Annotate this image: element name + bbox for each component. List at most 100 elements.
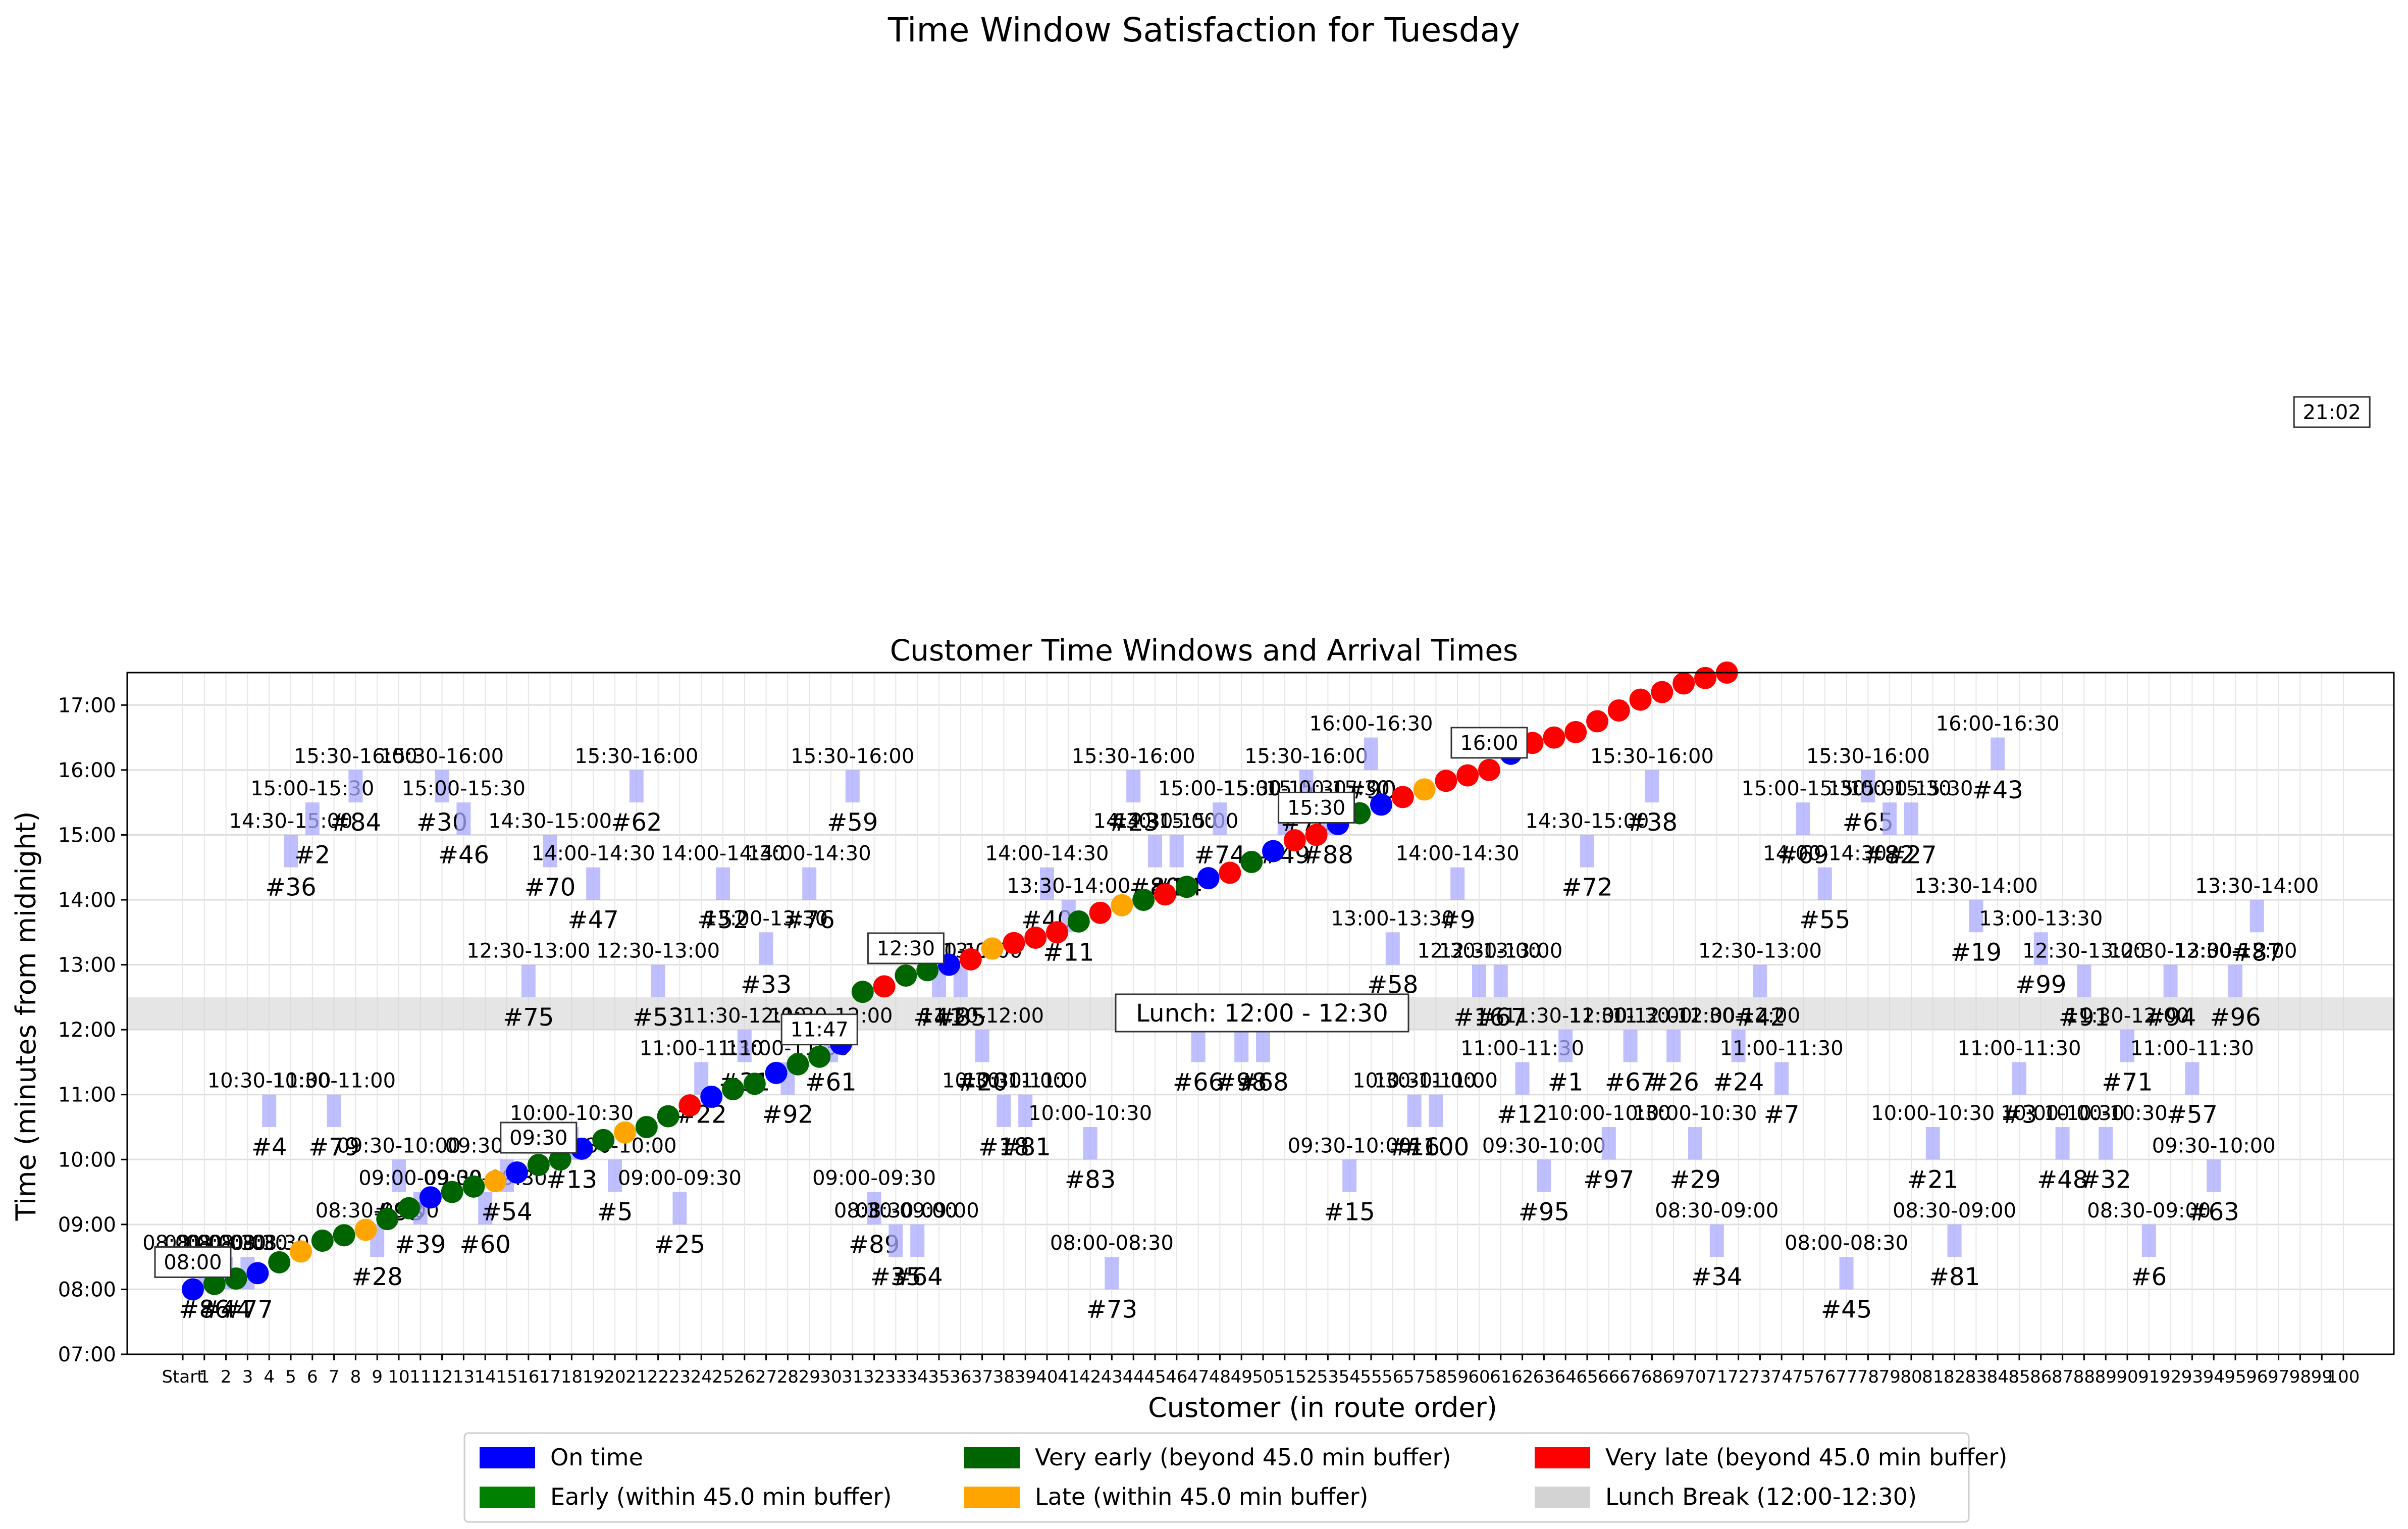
- arrival-marker-very-early: [203, 1272, 226, 1295]
- x-tick-label: 8: [350, 1367, 361, 1387]
- customer-label: #20: [957, 1068, 1008, 1096]
- x-tick-label: 95: [2224, 1367, 2246, 1387]
- time-window-bar: [1925, 1127, 1940, 1160]
- time-window-bar: [1991, 737, 2005, 770]
- arrival-marker-very-early: [895, 964, 917, 987]
- time-window-bar: [1817, 867, 1832, 900]
- time-window-bar: [2012, 1062, 2026, 1095]
- x-tick-label: 72: [1728, 1367, 1749, 1387]
- time-window-bar: [1796, 802, 1810, 835]
- x-tick-label: 62: [1511, 1367, 1533, 1387]
- x-tick-label: 79: [1879, 1367, 1901, 1387]
- customer-label: #42: [1735, 1003, 1786, 1032]
- customer-label: #41: [913, 1003, 964, 1032]
- time-window-label: 12:30-13:00: [2109, 940, 2232, 963]
- x-tick-label: 59: [1447, 1367, 1469, 1387]
- x-tick-label: 40: [1036, 1367, 1058, 1387]
- x-tick-label: 55: [1360, 1367, 1382, 1387]
- time-window-label: 12:30-13:00: [1439, 940, 1562, 963]
- customer-label: #3: [2002, 1101, 2037, 1129]
- arrival-marker-very-early: [376, 1208, 399, 1231]
- x-tick-label: 6: [307, 1367, 318, 1387]
- customer-label: #54: [481, 1198, 532, 1227]
- x-tick-label: 57: [1403, 1367, 1425, 1387]
- time-window-bar: [1191, 1030, 1206, 1062]
- x-tick-label: 65: [1576, 1367, 1598, 1387]
- customer-label: #32: [2080, 1165, 2131, 1194]
- customer-label: #71: [2102, 1068, 2153, 1096]
- time-window-label: 15:30-16:00: [1590, 745, 1714, 768]
- time-window-label: 11:30-12:00: [1568, 1004, 1692, 1028]
- time-window-label: 11:30-12:00: [2066, 1004, 2189, 1028]
- customer-label: #18: [978, 1133, 1029, 1161]
- time-window-bar: [2077, 964, 2091, 997]
- customer-label: #64: [892, 1263, 943, 1291]
- customer-label: #38: [1627, 808, 1678, 837]
- time-window-label: 14:30-15:00: [1093, 809, 1217, 833]
- time-window-label: 10:30-11:00: [272, 1069, 396, 1093]
- arrival-marker-on-time: [700, 1086, 723, 1108]
- time-window-label: 12:30-13:00: [1698, 940, 1822, 963]
- customer-label: #75: [503, 1003, 554, 1032]
- x-tick-label: 5: [285, 1367, 296, 1387]
- customer-label: #19: [1951, 938, 2002, 966]
- x-tick-label: 82: [1944, 1367, 1965, 1387]
- legend-label: Late (within 45.0 min buffer): [1035, 1483, 1369, 1510]
- time-window-label: 09:30-10:00: [337, 1134, 461, 1157]
- time-window-label: 08:30-09:00: [1655, 1199, 1778, 1222]
- x-tick-label: 89: [2095, 1367, 2117, 1387]
- customer-label: #82: [1864, 841, 1915, 869]
- x-tick-label: 77: [1836, 1367, 1857, 1387]
- y-tick-label: 07:00: [58, 1343, 116, 1366]
- arrival-marker-very-late: [1154, 883, 1176, 906]
- y-tick-label: 09:00: [58, 1213, 116, 1237]
- time-window-bar: [1472, 964, 1486, 997]
- time-window-label: 15:30-16:00: [791, 745, 914, 768]
- arrival-annotation-box: [780, 1013, 858, 1046]
- arrival-marker-late: [614, 1121, 636, 1144]
- arrival-marker-very-late: [1672, 672, 1695, 695]
- x-tick-label: 98: [2289, 1367, 2311, 1387]
- x-tick-label: 24: [691, 1367, 712, 1387]
- arrival-marker-late: [484, 1170, 507, 1193]
- x-tick-label: 42: [1079, 1367, 1101, 1387]
- arrival-annotation-box: [2293, 396, 2371, 428]
- x-tick-label: 85: [2008, 1367, 2030, 1387]
- time-window-bar: [1558, 1030, 1573, 1062]
- time-window-label: 11:00-11:30: [1720, 1037, 1844, 1060]
- customer-label: #66: [1173, 1068, 1224, 1096]
- time-window-label: 11:30-12:00: [1612, 1004, 1736, 1028]
- arrival-marker-very-early: [527, 1154, 550, 1176]
- customer-label: #57: [2167, 1101, 2218, 1129]
- time-window-bar: [543, 835, 557, 868]
- customer-label: #88: [1302, 841, 1353, 869]
- chart-title: Customer Time Windows and Arrival Times: [890, 633, 1518, 668]
- arrival-marker-very-early: [722, 1078, 744, 1100]
- time-window-label: 11:30-12:00: [920, 1004, 1044, 1028]
- x-tick-label: 49: [1231, 1367, 1252, 1387]
- time-window-label: 09:30-10:00: [1482, 1134, 1606, 1157]
- customer-label: #11: [1043, 938, 1094, 966]
- x-tick-label: 87: [2052, 1367, 2073, 1387]
- time-window-bar: [1342, 1159, 1357, 1192]
- customer-label: #86: [179, 1295, 230, 1323]
- x-tick-label: 66: [1598, 1367, 1619, 1387]
- time-window-label: 12:30-13:00: [1418, 940, 1541, 963]
- arrival-marker-very-early: [1132, 889, 1155, 911]
- arrival-annotation-text: 08:00: [164, 1251, 222, 1274]
- time-window-label: 12:30-13:00: [2022, 940, 2146, 963]
- time-window-label: 14:00-14:30: [1396, 842, 1520, 865]
- customer-label: #96: [2210, 1003, 2261, 1032]
- x-tick-label: 70: [1684, 1367, 1706, 1387]
- customer-label: #69: [1777, 841, 1828, 869]
- time-window-label: 11:00-11:30: [2130, 1037, 2254, 1060]
- x-tick-label: 78: [1857, 1367, 1879, 1387]
- legend-swatch-lunch: [1535, 1487, 1590, 1508]
- time-window-bar: [2163, 964, 2178, 997]
- x-tick-label: 37: [971, 1367, 993, 1387]
- time-window-label: 12:30-13:00: [466, 940, 590, 963]
- time-window-bar: [1601, 1127, 1616, 1160]
- y-axis-label: Time (minutes from midnight): [10, 811, 42, 1221]
- arrival-annotation: 11:47: [780, 1013, 858, 1046]
- time-window-label: 15:30-16:00: [574, 745, 698, 768]
